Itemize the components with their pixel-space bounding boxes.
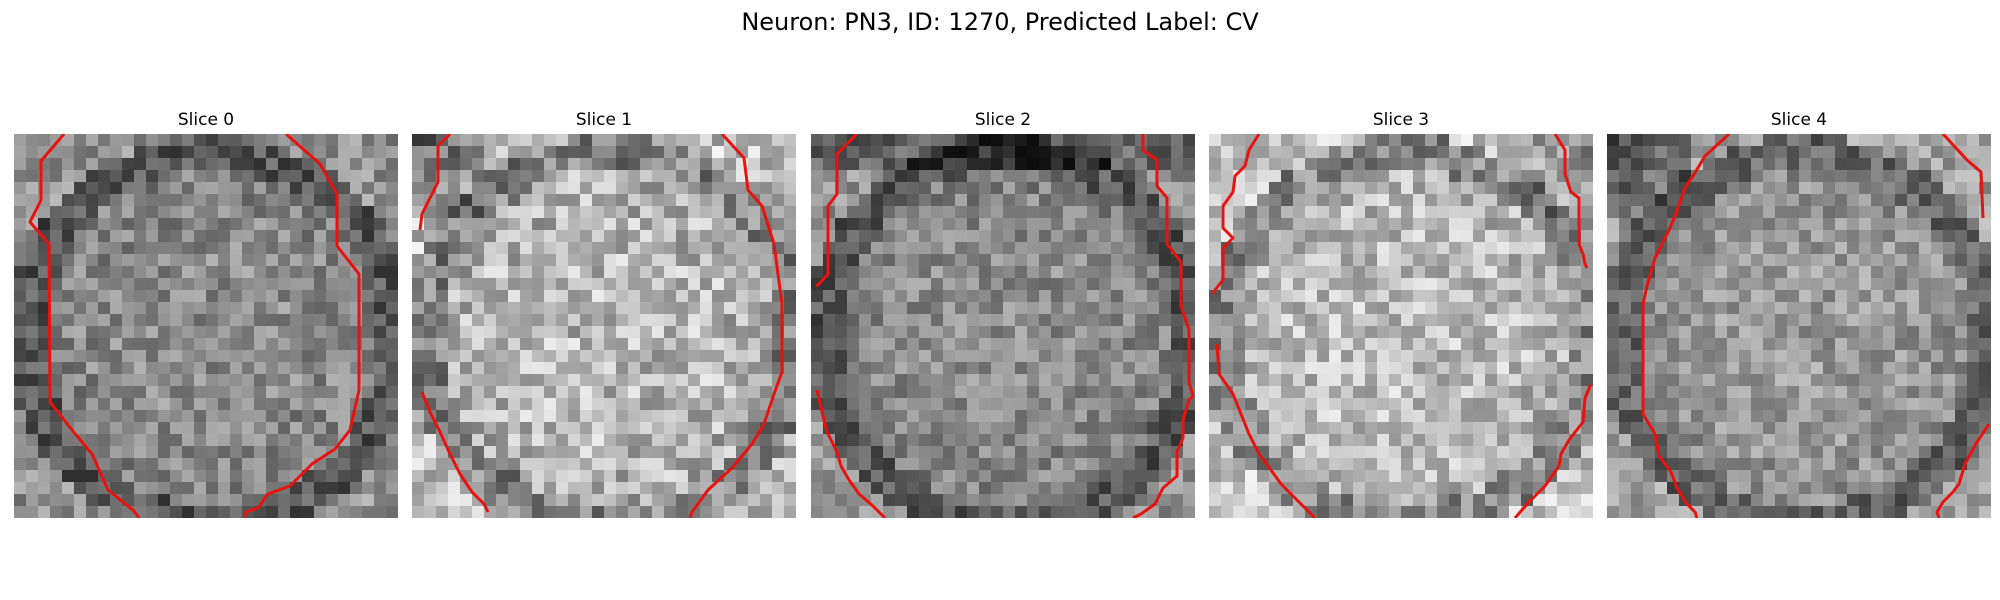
figure-title: Neuron: PN3, ID: 1270, Predicted Label: … [741, 8, 1259, 36]
contour-right-lower [1513, 383, 1593, 518]
slice-title: Slice 4 [1770, 110, 1828, 130]
contour-left [418, 134, 452, 231]
contour-left-lower [1215, 343, 1317, 518]
contour-right [242, 134, 361, 518]
contour-right [1132, 134, 1195, 518]
contour-left [1641, 134, 1731, 518]
contour-left [28, 134, 141, 518]
slice-image [14, 134, 398, 518]
slice-image [412, 134, 796, 518]
slice-title: Slice 3 [1372, 110, 1430, 130]
slice-panel-4: Slice 4 [1607, 108, 1991, 518]
slice-title: Slice 1 [575, 110, 633, 130]
slice-image [1209, 134, 1593, 518]
contour-right [1941, 134, 1985, 219]
slice-image [811, 134, 1195, 518]
slice-panel-3: Slice 3 [1209, 108, 1593, 518]
contour-right-lower [1935, 423, 1991, 518]
slice-panel-1: Slice 1 [412, 108, 796, 518]
contour-right [688, 134, 784, 518]
contour-right [1553, 134, 1589, 269]
slice-title: Slice 2 [974, 110, 1032, 130]
contour-left-lower [815, 389, 887, 518]
slice-panel-2: Slice 2 [811, 108, 1195, 518]
slice-panel-0: Slice 0 [14, 108, 398, 518]
slice-image [1607, 134, 1991, 518]
slice-title: Slice 0 [177, 110, 235, 130]
contour-left [1211, 134, 1261, 295]
contour-left-lower [420, 391, 490, 513]
contour-left [815, 134, 859, 288]
